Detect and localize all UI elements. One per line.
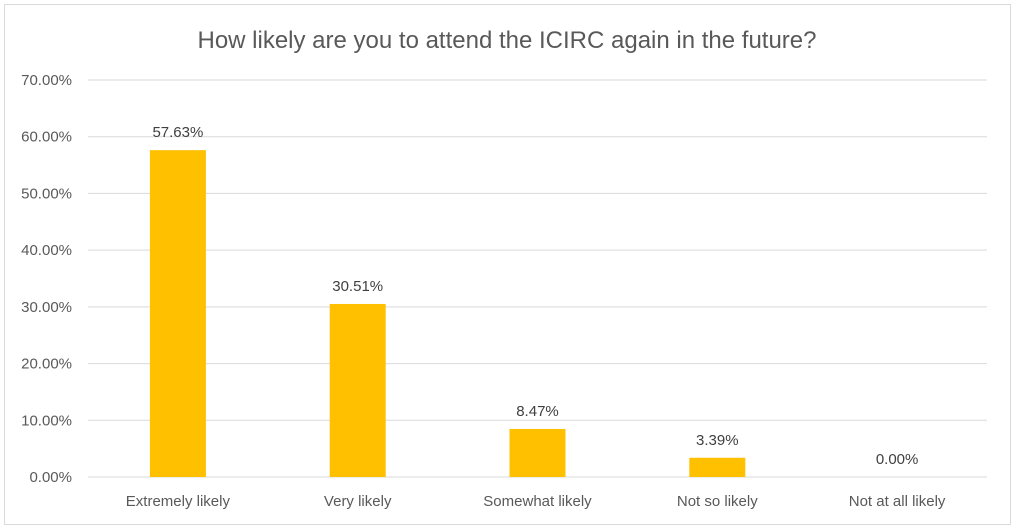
data-label: 0.00% <box>876 451 919 468</box>
data-label: 57.63% <box>152 124 203 141</box>
data-label: 30.51% <box>332 278 383 295</box>
x-category-label: Somewhat likely <box>483 493 592 510</box>
x-axis-category-labels: Extremely likely Very likely Somewhat like… <box>126 493 946 510</box>
bar-somewhat-likely <box>509 428 566 477</box>
y-tick-label: 10.00% <box>21 412 72 429</box>
bars <box>149 150 746 477</box>
gridlines <box>88 79 987 478</box>
data-label: 3.39% <box>696 432 739 449</box>
bar-extremely-likely <box>149 150 206 477</box>
y-tick-label: 40.00% <box>21 242 72 259</box>
y-tick-label: 20.00% <box>21 356 72 373</box>
bar-very-likely <box>329 303 386 477</box>
y-axis-tick-labels: 0.00% 10.00% 20.00% 30.00% 40.00% 50.00% 60.00… <box>21 72 72 486</box>
x-category-label: Very likely <box>324 493 392 510</box>
y-tick-label: 60.00% <box>21 129 72 146</box>
x-category-label: Not at all likely <box>849 493 946 510</box>
y-tick-label: 50.00% <box>21 185 72 202</box>
data-label: 8.47% <box>516 403 559 420</box>
y-tick-label: 0.00% <box>29 469 72 486</box>
bar-not-so-likely <box>689 457 746 477</box>
x-category-label: Not so likely <box>677 493 758 510</box>
y-tick-label: 30.00% <box>21 299 72 316</box>
x-category-label: Extremely likely <box>126 493 231 510</box>
y-tick-label: 70.00% <box>21 72 72 89</box>
chart-title: How likely are you to attend the ICIRC a… <box>197 27 816 54</box>
data-labels: 57.63% 30.51% 8.47% 3.39% 0.00% <box>152 124 918 468</box>
